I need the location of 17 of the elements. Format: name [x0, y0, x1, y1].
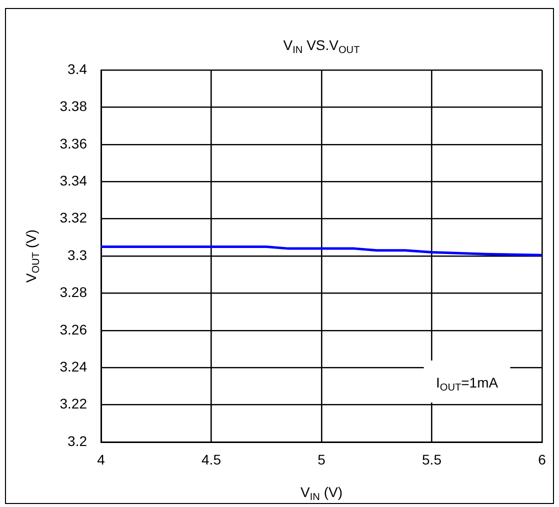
x-tick-label: 5 — [318, 451, 326, 468]
y-tick-label: 3.4 — [68, 60, 88, 77]
y-tick-label: 3.26 — [60, 321, 88, 338]
y-tick-label: 3.3 — [68, 246, 88, 263]
x-tick-label: 6 — [538, 451, 546, 468]
y-tick-label: 3.28 — [60, 284, 88, 300]
y-tick-label: 3.22 — [60, 396, 88, 412]
y-tick-label: 3.34 — [60, 172, 88, 188]
y-tick-label: 3.24 — [60, 358, 88, 374]
y-tick-label: 3.32 — [60, 210, 88, 226]
x-tick-label: 4 — [97, 451, 106, 468]
y-axis-title: VOUT (V) — [23, 229, 42, 283]
y-tick-label: 3.36 — [60, 135, 88, 152]
y-tick-label: 3.2 — [68, 432, 88, 449]
x-tick-label: 4.5 — [202, 451, 222, 468]
y-tick-label: 3.38 — [60, 98, 88, 114]
x-tick-label: 5.5 — [422, 451, 442, 468]
